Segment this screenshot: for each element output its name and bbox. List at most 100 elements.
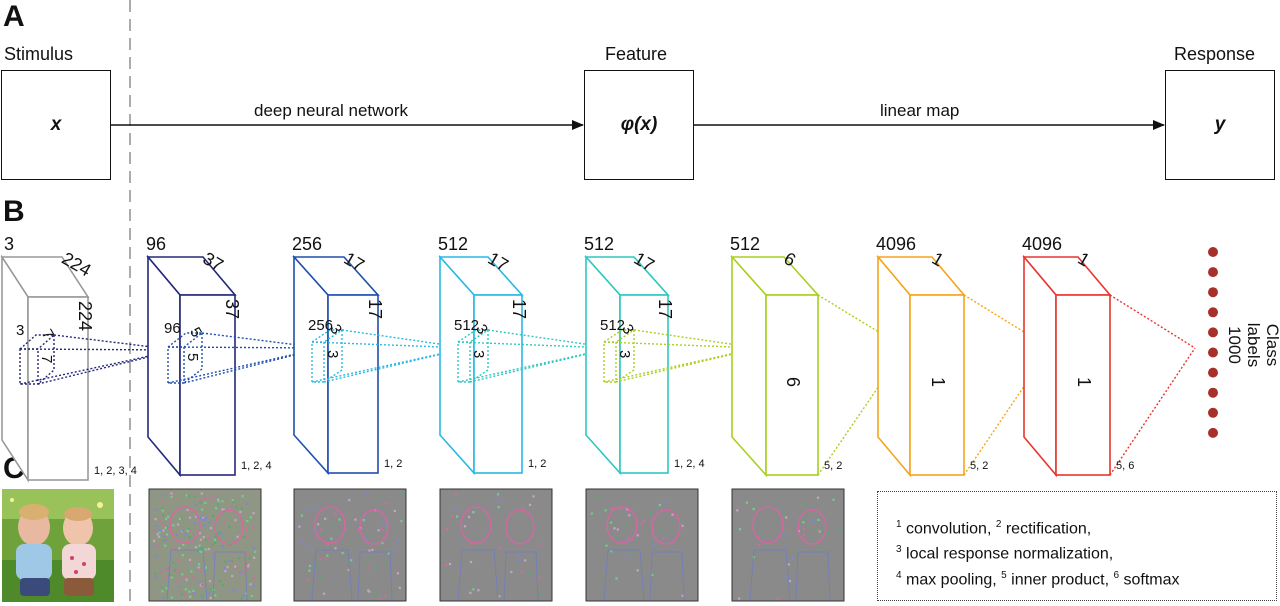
feature-map-pixel: [338, 518, 341, 521]
feature-map-pixel: [188, 536, 191, 539]
legend-superscript: 6: [1113, 569, 1120, 581]
feature-map-pixel: [366, 492, 369, 495]
legend-superscript: 2: [995, 519, 1002, 530]
feature-map-pixel: [307, 544, 310, 547]
kernel-height-label: 7: [38, 355, 55, 364]
legend-superscript: 4: [896, 569, 902, 581]
layer-depth-label: 4096: [876, 234, 917, 254]
feature-map-pixel: [253, 556, 256, 559]
feature-map-pixel: [211, 543, 214, 546]
layer-depth-label: 96: [146, 234, 167, 254]
feature-map-pixel: [240, 507, 243, 510]
feature-map-pixel: [170, 496, 173, 499]
feature-map-pixel: [630, 552, 634, 555]
body-outline-right: [357, 551, 393, 601]
feature-map-pixel: [817, 518, 820, 521]
layer-side-face: [293, 254, 329, 476]
feature-map-pixel: [153, 572, 157, 575]
feature-map-pixel: [528, 503, 532, 506]
feature-map-3: [439, 488, 553, 602]
panel-label-b: B: [3, 195, 25, 228]
layer-front-face: [909, 294, 965, 476]
projection-line: [1109, 347, 1196, 476]
feature-map-pixel: [782, 533, 786, 536]
feature-header: Feature: [605, 44, 668, 64]
arrow-label-dnn: deep neural network: [254, 101, 409, 120]
layer-input: [0, 254, 178, 483]
layer-depth-label: 512: [438, 234, 469, 254]
feature-map-pixel: [326, 543, 329, 546]
feature-map-pixel: [817, 528, 820, 531]
feature-map-pixel: [195, 515, 198, 518]
feature-map-pixel: [473, 508, 476, 511]
feature-map-pixel: [232, 500, 235, 504]
feature-map-pixel: [172, 524, 175, 527]
feature-map-pixel: [330, 537, 333, 540]
legend-line-1: 1 convolution, 2 rectification,: [896, 514, 1276, 539]
feature-map-2: [293, 488, 407, 602]
feature-map-pixel: [308, 564, 312, 567]
body-outline-right: [649, 551, 685, 601]
layer-footnote: 1, 2: [384, 458, 403, 470]
child-outline-right: [797, 509, 827, 545]
feature-map-pixel: [185, 494, 188, 497]
feature-map-pixel: [161, 499, 164, 502]
feature-map-pixel: [208, 580, 212, 583]
feature-map-pixel: [456, 515, 459, 518]
feature-map-pixel: [380, 528, 384, 531]
layer-height-label: 1: [928, 377, 948, 388]
feature-map-pixel: [163, 535, 166, 538]
stimulus-header: Stimulus: [4, 44, 74, 64]
feature-map-pixel: [628, 536, 631, 539]
legend-superscript: 3: [896, 544, 902, 556]
feature-map-pixel: [469, 591, 472, 594]
feature-map-pixel: [347, 568, 350, 572]
feature-map-pixel: [398, 586, 401, 589]
feature-map-pixel: [185, 578, 188, 581]
output-dot: [1208, 427, 1218, 438]
feature-map-pixel: [170, 576, 173, 579]
feature-map-pixel: [385, 523, 388, 526]
feature-map-pixel: [184, 532, 187, 536]
kernel-top: [457, 329, 491, 343]
feature-map-pixel: [155, 508, 158, 511]
feature-map-pixel: [221, 544, 224, 548]
feature-map-pixel: [180, 517, 183, 520]
kernel-side: [183, 333, 203, 384]
feature-map-pixel: [522, 507, 525, 510]
response-box: y: [1165, 70, 1275, 180]
layer-front-face: [619, 294, 669, 474]
kernel-side: [615, 330, 635, 383]
feature-map-pixel: [300, 541, 303, 544]
feature-map-pixel: [317, 523, 320, 526]
feature-map-pixel: [328, 505, 331, 508]
feature-map-pixel: [217, 498, 220, 501]
panel-label-a: A: [3, 0, 25, 33]
feature-map-pixel: [788, 580, 791, 583]
arrow-label-linear-map: linear map: [880, 101, 960, 120]
feature-map-pixel: [354, 518, 357, 521]
output-dot: [1208, 407, 1218, 418]
feature-map-pixel: [221, 500, 224, 503]
feature-map-pixel: [196, 550, 199, 553]
feature-map-pixel: [173, 569, 177, 572]
layer-height-label: 37: [222, 299, 242, 320]
feature-map-pixel: [497, 506, 500, 509]
layers-group: [0, 254, 1196, 483]
feature-map-pixel: [209, 497, 212, 500]
feature-map-pixel: [680, 521, 683, 524]
feature-map-pixel: [204, 548, 207, 551]
feature-map-pixel: [158, 529, 161, 532]
feature-map-pixel: [497, 493, 500, 496]
feature-map-pixel: [212, 554, 215, 557]
feature-map-pixel: [158, 519, 162, 522]
feature-map-pixel: [161, 590, 164, 593]
feature-map-pixel: [379, 597, 383, 600]
legend-text: convolution,: [901, 520, 996, 538]
feature-map-pixel: [377, 529, 380, 532]
legend-box: 1 convolution, 2 rectification, 3 local …: [877, 491, 1277, 601]
feature-map-pixel: [199, 570, 203, 573]
stimulus-symbol: x: [50, 114, 62, 135]
output-dot: [1208, 267, 1218, 278]
feature-map-pixel: [161, 509, 164, 512]
